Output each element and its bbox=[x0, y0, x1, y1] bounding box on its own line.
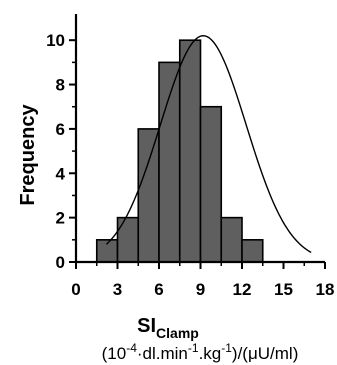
x-axis-title: SIClamp bbox=[137, 315, 199, 341]
y-tick-label: 10 bbox=[46, 31, 65, 50]
x-tick-label: 18 bbox=[316, 280, 335, 299]
x-axis-units: (10-4·dl.min-1.kg-1)/(μU/ml) bbox=[102, 341, 299, 363]
y-tick-label: 6 bbox=[56, 120, 65, 139]
y-tick-label: 8 bbox=[56, 76, 65, 95]
x-unit-sup: -1 bbox=[221, 341, 232, 355]
histogram-bar bbox=[178, 39, 202, 263]
y-tick-label: 2 bbox=[56, 209, 65, 228]
x-tick-label: 9 bbox=[196, 280, 205, 299]
x-unit-part: (10 bbox=[102, 344, 127, 363]
x-unit-sup: -1 bbox=[188, 341, 199, 355]
x-unit-part: )/( bbox=[232, 344, 248, 363]
y-tick-label: 0 bbox=[56, 253, 65, 272]
x-unit-sup: -4 bbox=[126, 341, 137, 355]
normal-fit-curve bbox=[105, 35, 312, 254]
y-tick-label: 4 bbox=[56, 164, 66, 183]
x-unit-part: ·dl.min bbox=[137, 344, 188, 363]
axes bbox=[69, 14, 326, 269]
x-tick-labels: 0 3 6 9 12 15 18 bbox=[71, 280, 334, 299]
x-tick-label: 3 bbox=[113, 280, 122, 299]
x-unit-mu: μ bbox=[248, 344, 258, 363]
histogram-bar bbox=[241, 239, 264, 263]
histogram-bar bbox=[137, 128, 160, 263]
histogram-bars bbox=[95, 39, 264, 263]
y-tick-labels: 0 2 4 6 8 10 bbox=[46, 31, 65, 272]
histogram-bar bbox=[220, 216, 243, 263]
histogram-bar bbox=[199, 105, 223, 263]
x-axis-title-subscript: Clamp bbox=[156, 325, 199, 341]
x-tick-label: 6 bbox=[154, 280, 163, 299]
y-axis-title: Frequency bbox=[17, 104, 39, 206]
x-unit-part: U/ml) bbox=[258, 344, 299, 363]
x-tick-label: 0 bbox=[71, 280, 80, 299]
x-axis-title-main: SI bbox=[137, 315, 156, 337]
x-tick-label: 12 bbox=[233, 280, 252, 299]
x-unit-part: .kg bbox=[199, 344, 222, 363]
x-tick-label: 15 bbox=[274, 280, 293, 299]
histogram-bar bbox=[158, 61, 181, 263]
histogram-bar bbox=[116, 216, 140, 263]
